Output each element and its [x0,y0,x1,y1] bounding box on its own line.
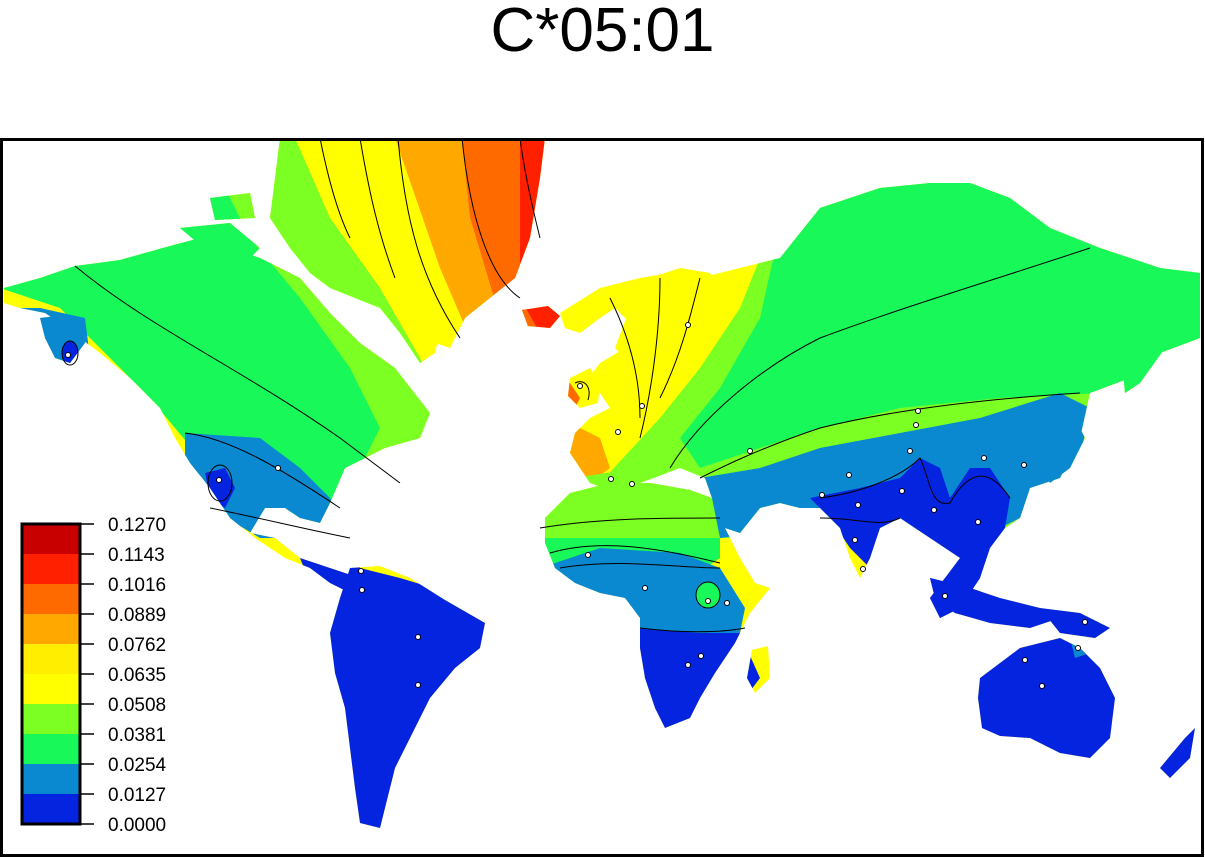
contour-bands [4,138,1200,828]
legend-swatch [22,554,80,584]
legend-swatch [22,734,80,764]
legend-label: 0.0762 [108,635,166,656]
legend-label: 0.0508 [108,695,166,716]
legend-label: 0.0000 [108,815,166,836]
legend-swatch [22,614,80,644]
contour-lines [61,138,1091,633]
map-title: C*05:01 [490,0,715,65]
legend: 0.1270 0.1143 0.1016 0.0889 0.0762 0.0635 0.05… [20,515,167,836]
legend-label: 0.0635 [108,665,166,686]
legend-label: 0.1016 [108,575,166,596]
legend-label: 0.0381 [108,725,166,746]
legend-swatch [22,794,80,824]
legend-swatch [22,674,80,704]
legend-label: 0.0889 [108,605,166,626]
legend-swatch [22,704,80,734]
legend-label: 0.0127 [108,785,166,806]
legend-label: 0.0254 [108,755,167,776]
map-border [0,138,1204,857]
sample-points [65,322,1088,689]
legend-swatch [22,524,80,554]
legend-swatch [22,584,80,614]
legend-label: 0.1143 [108,545,165,566]
legend-label: 0.1270 [108,515,166,536]
world-map: 0.1270 0.1143 0.1016 0.0889 0.0762 0.0635 0.05… [0,138,1205,857]
legend-swatch [22,764,80,794]
legend-swatch [22,644,80,674]
